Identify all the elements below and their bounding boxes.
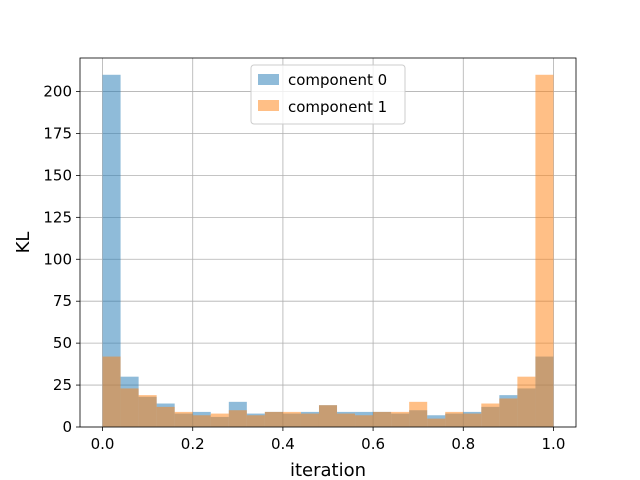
x-tick-label: 0.4	[271, 435, 295, 453]
bar-component-1-bin-18	[427, 418, 446, 427]
bar-component-1-bin-23	[517, 376, 536, 427]
bar-component-1-bin-8	[246, 415, 265, 427]
bar-component-1-bin-15	[373, 411, 392, 427]
y-tick-label: 50	[53, 334, 72, 352]
y-tick-label: 175	[43, 124, 72, 142]
bar-component-1-bin-1	[120, 388, 139, 427]
bar-component-1-bin-10	[282, 411, 301, 427]
x-tick-label: 0.8	[451, 435, 475, 453]
bar-component-1-bin-17	[409, 401, 428, 427]
legend-label-component-0: component 0	[288, 71, 387, 89]
x-axis-label: iteration	[290, 460, 366, 480]
legend: component 0 component 1	[250, 64, 406, 125]
y-tick-label: 0	[62, 418, 72, 436]
bar-component-1-bin-11	[300, 413, 319, 427]
bar-component-1-bin-14	[355, 415, 374, 427]
bar-component-1-bin-2	[138, 395, 157, 427]
bar-component-1-bin-16	[391, 411, 410, 427]
bar-component-1-bin-12	[318, 405, 338, 427]
x-tick-label: 1.0	[542, 435, 566, 453]
y-tick-label: 200	[43, 83, 72, 101]
y-tick-label: 150	[43, 166, 72, 184]
bar-component-1-bin-7	[228, 410, 247, 427]
x-tick-label: 0.2	[181, 435, 205, 453]
y-tick-label: 100	[43, 250, 72, 268]
bar-component-0-bin-0	[102, 74, 121, 427]
axis-ticks: 0.0 0.2 0.4 0.6 0.8 1.0 0 25 50 75 100 125 150 175 200	[43, 83, 565, 453]
legend-box	[250, 64, 406, 125]
x-tick-label: 0.6	[361, 435, 385, 453]
legend-swatch-component-1	[258, 100, 279, 111]
legend-label-component-1: component 1	[288, 98, 387, 116]
bar-component-1-bin-6	[210, 413, 229, 427]
bar-component-1-bin-21	[481, 403, 500, 427]
plot-frame	[79, 57, 577, 428]
x-tick-label: 0.0	[91, 435, 115, 453]
y-tick-label: 25	[53, 376, 72, 394]
y-tick-label: 125	[43, 208, 72, 226]
bar-component-1-bin-5	[192, 415, 211, 427]
bar-component-1-bin-4	[174, 411, 193, 427]
bar-component-1-bin-3	[156, 406, 175, 427]
y-tick-label: 75	[53, 292, 72, 310]
bar-component-1-bin-0	[102, 356, 121, 427]
histogram-bars	[102, 74, 554, 427]
bar-component-1-bin-9	[264, 411, 283, 427]
bar-component-1-bin-13	[337, 413, 356, 427]
y-axis-label: KL	[13, 232, 34, 254]
legend-swatch-component-0	[258, 74, 279, 85]
bar-component-1-bin-24	[535, 74, 554, 427]
bar-component-1-bin-22	[499, 398, 518, 427]
bar-component-1-bin-20	[463, 413, 482, 427]
bar-component-1-bin-19	[445, 411, 464, 427]
